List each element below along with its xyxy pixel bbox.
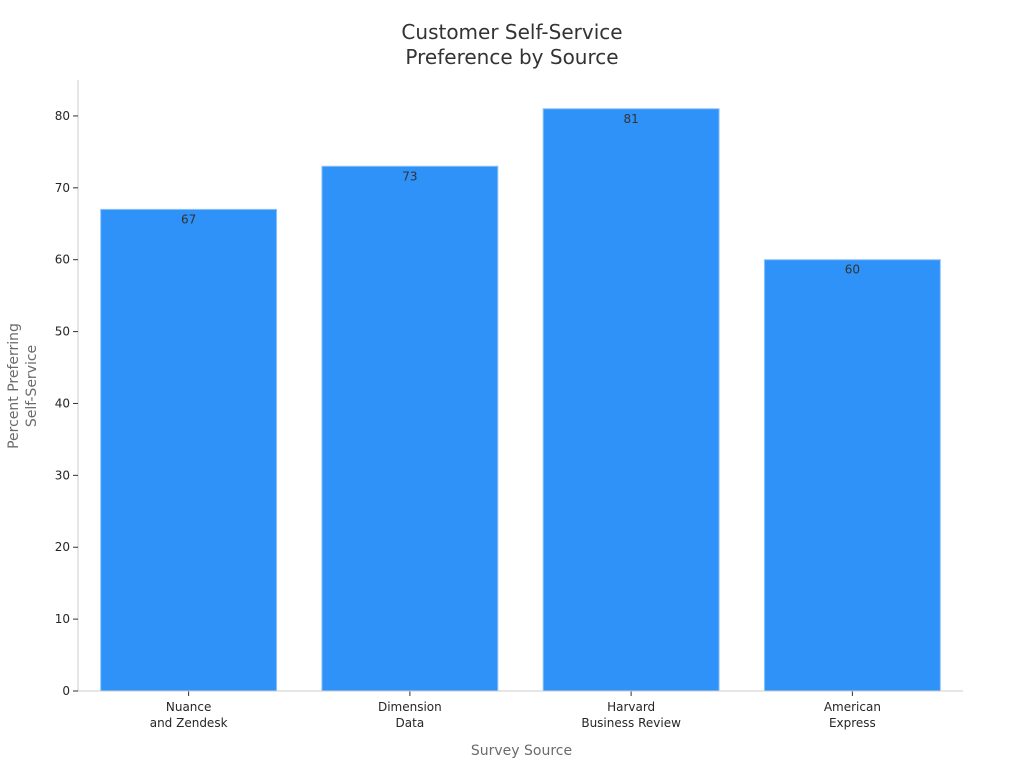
x-tick-label: Express: [829, 716, 876, 730]
x-axis-label: Survey Source: [471, 743, 572, 759]
y-tick-label: 10: [55, 612, 70, 626]
y-tick-label: 60: [55, 253, 70, 267]
y-tick-label: 30: [55, 468, 70, 482]
y-tick-label: 20: [55, 540, 70, 554]
x-tick-label: Dimension: [378, 700, 442, 714]
x-tick-label: Harvard: [607, 700, 655, 714]
x-tick-label: Data: [396, 716, 425, 730]
bar-value-label: 73: [402, 169, 417, 183]
y-tick-label: 70: [55, 181, 70, 195]
bar: [763, 259, 941, 692]
bar-value-label: 81: [623, 112, 638, 126]
y-tick-label: 80: [55, 109, 70, 123]
bar-value-label: 60: [845, 263, 860, 277]
y-tick-label: 40: [55, 396, 70, 410]
bar-value-label: 67: [181, 212, 196, 226]
y-tick-label: 0: [62, 684, 70, 698]
bar: [321, 165, 499, 692]
y-tick-label: 50: [55, 325, 70, 339]
chart-title-line-2: Preference by Source: [405, 45, 619, 69]
bar: [100, 208, 278, 692]
y-axis-label: Self-Service: [24, 345, 40, 427]
x-tick-label: Business Review: [581, 716, 681, 730]
chart-title: Customer Self-Service Preference by Sour…: [0, 20, 1024, 70]
x-tick-label: American: [824, 700, 881, 714]
bar: [542, 108, 720, 692]
y-axis-label: Percent Preferring: [6, 323, 22, 449]
chart-title-line-1: Customer Self-Service: [401, 20, 623, 44]
x-tick-label: and Zendesk: [150, 716, 228, 730]
x-tick-label: Nuance: [166, 700, 212, 714]
